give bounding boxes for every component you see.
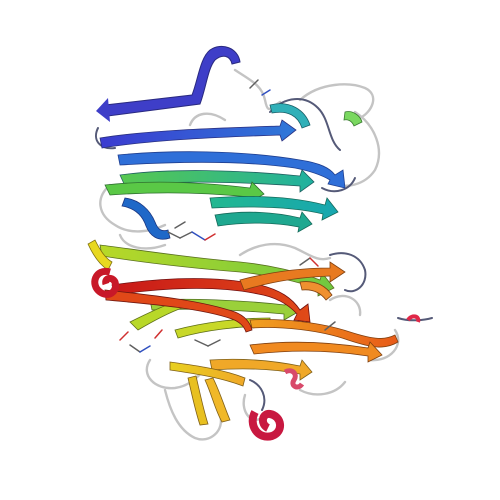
side-chain-stick bbox=[261, 89, 271, 96]
beta-strand bbox=[214, 211, 313, 233]
ligand-sticks bbox=[119, 79, 336, 353]
alpha-helix bbox=[91, 267, 120, 298]
helix-red-tip bbox=[406, 314, 421, 323]
coil-loops bbox=[99, 68, 400, 441]
side-chain-stick bbox=[179, 231, 193, 239]
coil-loop bbox=[328, 294, 362, 317]
side-chain-stick bbox=[191, 231, 206, 241]
helix-crimson-bottom bbox=[248, 410, 284, 441]
beta-strand bbox=[187, 375, 209, 426]
side-chain-stick bbox=[249, 79, 259, 89]
coil-loop bbox=[233, 68, 282, 111]
coil-loop bbox=[163, 388, 223, 441]
beta-strand bbox=[99, 244, 335, 297]
side-chain-stick bbox=[129, 344, 141, 353]
coil-loop bbox=[118, 233, 167, 250]
beta-strand bbox=[104, 289, 253, 333]
beta-strand bbox=[169, 361, 246, 387]
side-chain-stick bbox=[299, 257, 311, 266]
side-chain-stick bbox=[154, 329, 163, 339]
side-chain-stick bbox=[174, 221, 186, 229]
beta-strand bbox=[299, 281, 333, 301]
helix-pink bbox=[283, 368, 305, 390]
upper-beta-sheet bbox=[99, 103, 363, 240]
side-chain-stick bbox=[207, 339, 221, 347]
side-chain-stick bbox=[139, 345, 151, 353]
side-chain-stick bbox=[204, 233, 216, 241]
beta-strand bbox=[104, 181, 265, 203]
red-orange-strands bbox=[104, 261, 399, 426]
coil-loop bbox=[329, 252, 367, 293]
beta-strand bbox=[249, 341, 383, 363]
beta-strand bbox=[249, 319, 399, 348]
side-chain-stick bbox=[119, 331, 129, 341]
beta-strand bbox=[209, 358, 313, 381]
side-chain-stick bbox=[324, 321, 336, 331]
beta-strand bbox=[99, 119, 297, 149]
beta-strand bbox=[239, 261, 346, 291]
beta-strand bbox=[121, 197, 171, 240]
coil-loop bbox=[368, 328, 400, 362]
coil-loop bbox=[298, 83, 375, 120]
coil-loop bbox=[249, 379, 266, 411]
coil-loop bbox=[321, 177, 356, 193]
coil-loop bbox=[269, 98, 341, 151]
coil-loop bbox=[238, 242, 332, 261]
beta-strand bbox=[204, 377, 231, 423]
coil-loop bbox=[188, 112, 227, 127]
beta-strand bbox=[111, 278, 311, 323]
beta-hairpin-top bbox=[96, 46, 241, 122]
beta-strand bbox=[269, 103, 311, 129]
helix-red-left bbox=[91, 267, 120, 298]
beta-strand bbox=[209, 196, 339, 221]
beta-strand bbox=[117, 151, 346, 189]
side-chain-stick bbox=[167, 231, 181, 239]
coil-loop bbox=[95, 127, 116, 150]
beta-strand-arrow bbox=[96, 98, 110, 122]
alpha-helix bbox=[406, 314, 421, 323]
side-chain-stick bbox=[309, 257, 319, 267]
side-chain-stick bbox=[194, 339, 209, 347]
alpha-helix bbox=[283, 368, 305, 390]
beta-strand bbox=[343, 111, 363, 127]
beta-strand bbox=[104, 46, 241, 117]
coil-loop bbox=[298, 380, 347, 396]
alpha-helix bbox=[248, 410, 284, 441]
